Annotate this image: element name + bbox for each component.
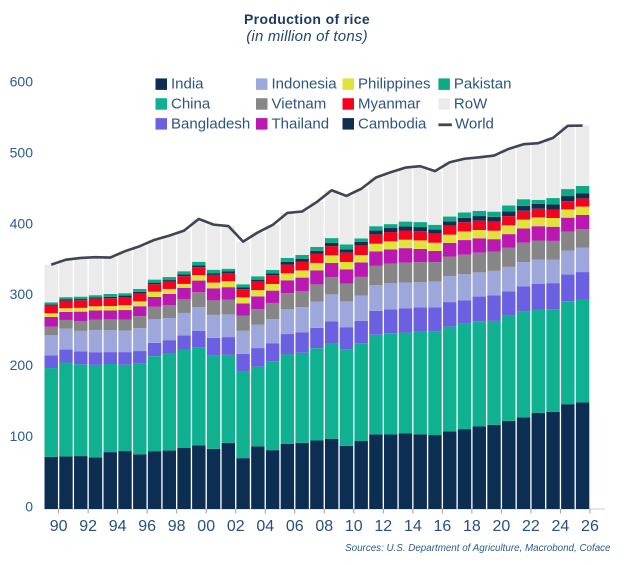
svg-text:400: 400 (10, 215, 34, 231)
svg-text:China: China (171, 96, 211, 113)
svg-text:20: 20 (493, 518, 511, 535)
svg-text:02: 02 (227, 518, 245, 535)
svg-text:92: 92 (79, 518, 97, 535)
svg-text:Bangladesh: Bangladesh (171, 115, 250, 132)
svg-text:08: 08 (315, 518, 333, 535)
svg-text:94: 94 (109, 518, 127, 535)
svg-text:06: 06 (286, 518, 304, 535)
svg-text:0: 0 (25, 499, 33, 515)
svg-text:Philippines: Philippines (358, 76, 431, 93)
svg-text:Cambodia: Cambodia (358, 115, 427, 132)
svg-text:Vietnam: Vietnam (272, 96, 327, 113)
svg-text:90: 90 (50, 518, 68, 535)
svg-text:24: 24 (552, 518, 570, 535)
svg-text:16: 16 (433, 518, 451, 535)
svg-text:14: 14 (404, 518, 422, 535)
svg-text:(in million of tons): (in million of tons) (246, 28, 368, 45)
svg-text:Myanmar: Myanmar (358, 96, 421, 113)
svg-text:04: 04 (256, 518, 274, 535)
svg-text:500: 500 (10, 144, 34, 160)
svg-text:12: 12 (374, 518, 392, 535)
svg-text:100: 100 (10, 428, 34, 444)
svg-text:00: 00 (197, 518, 215, 535)
svg-text:Thailand: Thailand (272, 115, 330, 132)
svg-text:10: 10 (345, 518, 363, 535)
svg-text:300: 300 (10, 286, 34, 302)
svg-text:RoW: RoW (454, 96, 488, 113)
svg-text:26: 26 (581, 518, 599, 535)
svg-text:96: 96 (138, 518, 156, 535)
svg-text:18: 18 (463, 518, 481, 535)
svg-text:200: 200 (10, 357, 34, 373)
svg-text:Indonesia: Indonesia (272, 76, 338, 93)
svg-text:India: India (171, 76, 204, 93)
svg-text:Production of rice: Production of rice (244, 11, 370, 27)
svg-text:Sources: U.S. Department of Ag: Sources: U.S. Department of Agriculture,… (345, 543, 611, 554)
svg-text:Pakistan: Pakistan (454, 76, 512, 93)
svg-text:600: 600 (10, 74, 34, 90)
svg-text:22: 22 (522, 518, 540, 535)
svg-text:98: 98 (168, 518, 186, 535)
svg-text:World: World (455, 115, 494, 132)
